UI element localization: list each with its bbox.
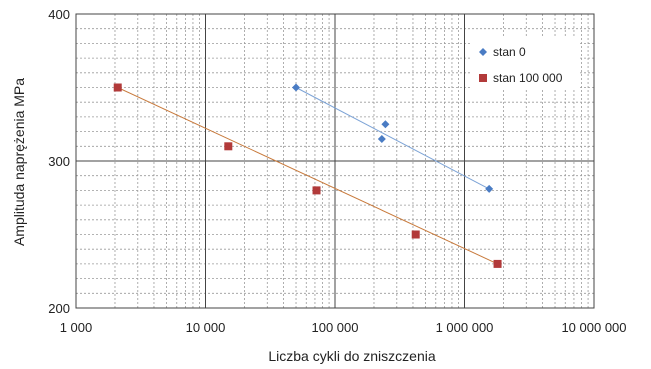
data-point-series-0 xyxy=(292,83,301,92)
x-tick-label: 10 000 xyxy=(186,320,226,335)
y-tick-label: 300 xyxy=(48,154,70,169)
trendlines xyxy=(117,87,498,265)
trendline-series-1 xyxy=(117,87,498,265)
legend-box xyxy=(472,38,580,90)
plot-frame xyxy=(75,13,595,309)
y-tick-label: 200 xyxy=(48,301,70,316)
legend-marker-stan-100000 xyxy=(479,74,487,82)
x-axis-title: Liczba cykli do zniszczenia xyxy=(268,348,436,364)
legend-label-stan-100000: stan 100 000 xyxy=(493,71,563,85)
trendline-series-0 xyxy=(295,87,490,190)
data-point-series-1 xyxy=(312,186,321,195)
data-point-series-1 xyxy=(493,259,502,268)
x-tick-label: 100 000 xyxy=(312,320,359,335)
y-axis-ticks: 200 300 400 xyxy=(48,7,70,316)
data-points xyxy=(113,83,502,268)
y-tick-label: 400 xyxy=(48,7,70,22)
data-point-series-1 xyxy=(113,83,122,92)
x-axis-ticks: 1 000 10 000 100 000 1 000 000 10 000 000 xyxy=(60,320,627,335)
data-point-series-0 xyxy=(377,134,386,143)
x-tick-label: 10 000 000 xyxy=(561,320,626,335)
data-point-series-0 xyxy=(485,184,494,193)
legend-label-stan-0: stan 0 xyxy=(493,45,526,59)
data-point-series-1 xyxy=(224,142,233,151)
data-point-series-1 xyxy=(411,230,420,239)
legend: stan 0 stan 100 000 xyxy=(472,38,580,90)
x-tick-label: 1 000 xyxy=(60,320,93,335)
y-axis-title: Amplituda naprężenia MPa xyxy=(11,78,27,246)
legend-marker-stan-0 xyxy=(479,48,487,56)
x-tick-label: 1 000 000 xyxy=(436,320,494,335)
data-point-series-0 xyxy=(381,120,390,129)
